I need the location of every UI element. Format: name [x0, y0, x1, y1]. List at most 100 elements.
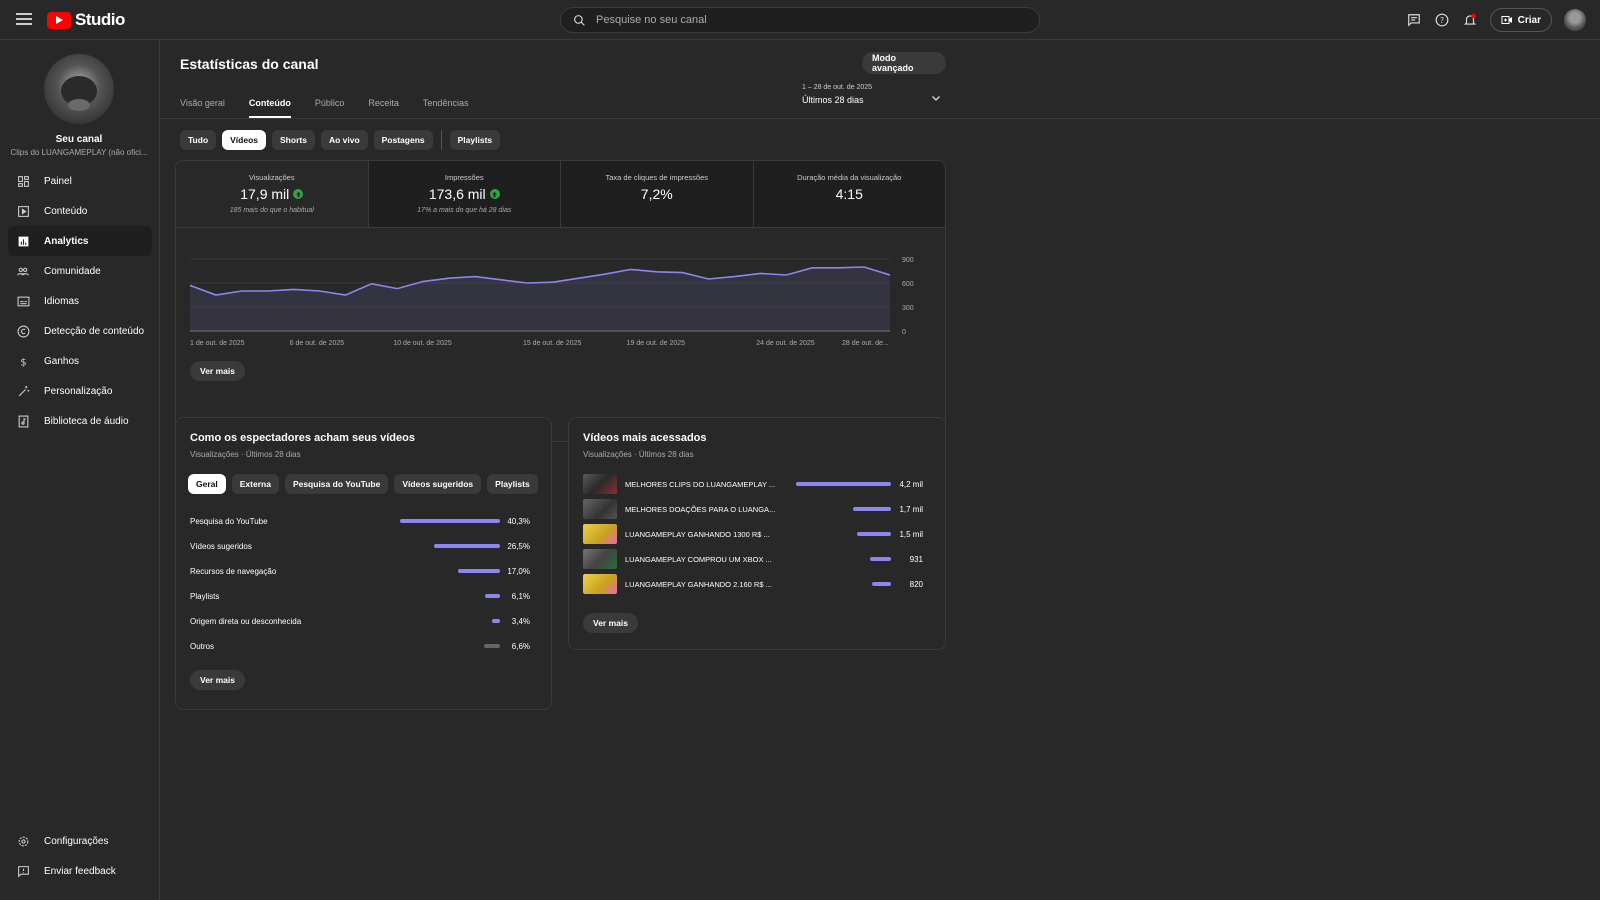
metric-value: 7,2% [640, 186, 673, 202]
video-bar-track [795, 532, 891, 536]
sidebar-item-analytics[interactable]: Analytics [8, 226, 152, 256]
chip-shorts[interactable]: Shorts [272, 130, 315, 150]
menu-icon[interactable] [14, 10, 34, 30]
metric-label: Impressões [444, 173, 484, 182]
chip-externa[interactable]: Externa [231, 474, 279, 494]
videos-see-more-button[interactable]: Ver mais [583, 613, 638, 633]
top-video-row[interactable]: MELHORES DOAÇÕES PARA O LUANGA... 1,7 mil [583, 499, 923, 519]
sidebar-item-idiomas[interactable]: Idiomas [8, 286, 152, 316]
chip-sugeridos[interactable]: Vídeos sugeridos [394, 474, 482, 494]
sidebar-item-conteudo[interactable]: Conteúdo [8, 196, 152, 226]
tab-receita[interactable]: Receita [368, 98, 399, 108]
traffic-source-value: 40,3% [507, 516, 530, 526]
metric-label: Taxa de cliques de impressões [605, 173, 709, 182]
chart-x-tick-label: 24 de out. de 2025 [756, 340, 814, 347]
sidebar-item-label: Comunidade [44, 265, 101, 277]
search-box[interactable] [560, 7, 1040, 33]
channel-avatar[interactable] [44, 54, 114, 124]
chip-playlists[interactable]: Playlists [449, 130, 501, 150]
chip-postagens[interactable]: Postagens [373, 130, 433, 150]
video-views-bar [852, 507, 891, 511]
traffic-source-bar-track [390, 619, 500, 623]
subtitles-icon [16, 294, 30, 308]
sidebar: Seu canal Clips do LUANGAMEPLAY (não ofi… [0, 40, 160, 900]
search-icon [574, 14, 585, 26]
sidebar-bottom: Configurações Enviar feedback [8, 826, 152, 886]
account-avatar[interactable] [1564, 9, 1586, 31]
chip-geral[interactable]: Geral [188, 474, 226, 494]
help-icon[interactable]: ? [1434, 12, 1450, 28]
tab-tendencias[interactable]: Tendências [422, 98, 469, 108]
date-range-label: Últimos 28 dias [802, 95, 864, 105]
sidebar-item-label: Biblioteca de áudio [44, 415, 129, 427]
video-thumbnail [583, 499, 617, 519]
metric-avg-duration[interactable]: Duração média da visualização 4:15 [753, 161, 945, 227]
date-range-picker[interactable]: 1 – 28 de out. de 2025 Últimos 28 dias [802, 84, 942, 105]
metric-impressions[interactable]: Impressões 173,6 mil 17% a mais do que h… [368, 161, 561, 227]
chart-series-line[interactable] [189, 266, 891, 296]
traffic-source-row[interactable]: Origem direta ou desconhecida 3,4% [190, 614, 530, 628]
metric-views[interactable]: Visualizações 17,9 mil 185 mais do que o… [176, 161, 369, 227]
sources-see-more-button[interactable]: Ver mais [190, 670, 245, 690]
sidebar-item-personalizacao[interactable]: Personalização [8, 376, 152, 406]
sidebar-item-painel[interactable]: Painel [8, 166, 152, 196]
create-button[interactable]: Criar [1489, 8, 1552, 32]
search-input[interactable] [596, 14, 996, 26]
page-title: Estatísticas do canal [180, 56, 319, 72]
youtube-studio-logo[interactable]: Studio [47, 10, 125, 30]
chip-videos[interactable]: Vídeos [222, 130, 267, 150]
magic-wand-icon [16, 384, 30, 398]
top-video-row[interactable]: LUANGAMEPLAY COMPROU UM XBOX ... 931 [583, 549, 923, 569]
content-type-chips: Tudo Vídeos Shorts Ao vivo Postagens Pla… [180, 130, 501, 150]
sidebar-item-label: Detecção de conteúdo [44, 325, 145, 337]
video-views-value: 820 [909, 579, 923, 589]
chart-y-tick-label: 600 [902, 281, 914, 288]
traffic-source-row[interactable]: Outros 6,6% [190, 639, 530, 653]
comments-icon[interactable] [1406, 12, 1422, 28]
traffic-source-row[interactable]: Playlists 6,1% [190, 589, 530, 603]
sidebar-item-ganhos[interactable]: $ Ganhos [8, 346, 152, 376]
video-title: LUANGAMEPLAY COMPROU UM XBOX ... [625, 554, 772, 564]
traffic-source-row[interactable]: Vídeos sugeridos 26,5% [190, 539, 530, 553]
chart-x-tick-label: 19 de out. de 2025 [627, 340, 685, 347]
chart-x-tick-label: 1 de out. de 2025 [190, 340, 245, 347]
svg-text:?: ? [1440, 16, 1444, 25]
card-title: Vídeos mais acessados [583, 432, 707, 444]
chart-x-tick-label: 6 de out. de 2025 [290, 340, 345, 347]
top-videos-card: Vídeos mais acessados Visualizações · Úl… [568, 417, 946, 650]
traffic-source-row[interactable]: Pesquisa do YouTube 40,3% [190, 514, 530, 528]
traffic-source-row[interactable]: Recursos de navegação 17,0% [190, 564, 530, 578]
traffic-source-value: 3,4% [511, 616, 530, 626]
sidebar-item-configuracoes[interactable]: Configurações [8, 826, 152, 856]
top-video-row[interactable]: MELHORES CLIPS DO LUANGAMEPLAY ... 4,2 mi… [583, 474, 923, 494]
tab-conteudo[interactable]: Conteúdo [248, 98, 291, 118]
tab-publico[interactable]: Público [314, 98, 345, 108]
advanced-mode-button[interactable]: Modo avançado [862, 52, 946, 74]
top-video-row[interactable]: LUANGAMEPLAY GANHANDO 2.160 R$ ... 820 [583, 574, 923, 594]
sidebar-item-label: Configurações [44, 835, 109, 847]
video-views-value: 931 [909, 554, 923, 564]
video-title: LUANGAMEPLAY GANHANDO 2.160 R$ ... [625, 579, 772, 589]
sidebar-item-comunidade[interactable]: Comunidade [8, 256, 152, 286]
sidebar-item-biblioteca[interactable]: Biblioteca de áudio [8, 406, 152, 436]
tab-visao-geral[interactable]: Visão geral [180, 98, 225, 108]
feedback-icon [16, 864, 30, 878]
chip-playlists[interactable]: Playlists [487, 474, 538, 494]
sidebar-item-deteccao[interactable]: Detecção de conteúdo [8, 316, 152, 346]
metric-ctr[interactable]: Taxa de cliques de impressões 7,2% [561, 161, 754, 227]
copyright-icon [16, 324, 30, 338]
chart-see-more-button[interactable]: Ver mais [190, 361, 245, 381]
chip-tudo[interactable]: Tudo [180, 130, 217, 150]
traffic-source-bar-track [390, 644, 500, 648]
metric-value: 173,6 mil [428, 186, 486, 202]
traffic-source-name: Recursos de navegação [190, 566, 277, 576]
chart-y-tick-label: 900 [902, 257, 914, 264]
sidebar-item-feedback[interactable]: Enviar feedback [8, 856, 152, 886]
metric-value: 17,9 mil [240, 186, 290, 202]
chip-pesquisa[interactable]: Pesquisa do YouTube [284, 474, 389, 494]
notifications-icon[interactable] [1462, 12, 1478, 28]
arrow-up-icon [293, 189, 304, 199]
top-video-row[interactable]: LUANGAMEPLAY GANHANDO 1300 R$ ... 1,5 mil [583, 524, 923, 544]
chip-ao-vivo[interactable]: Ao vivo [320, 130, 368, 150]
chart-y-tick-label: 300 [902, 305, 914, 312]
